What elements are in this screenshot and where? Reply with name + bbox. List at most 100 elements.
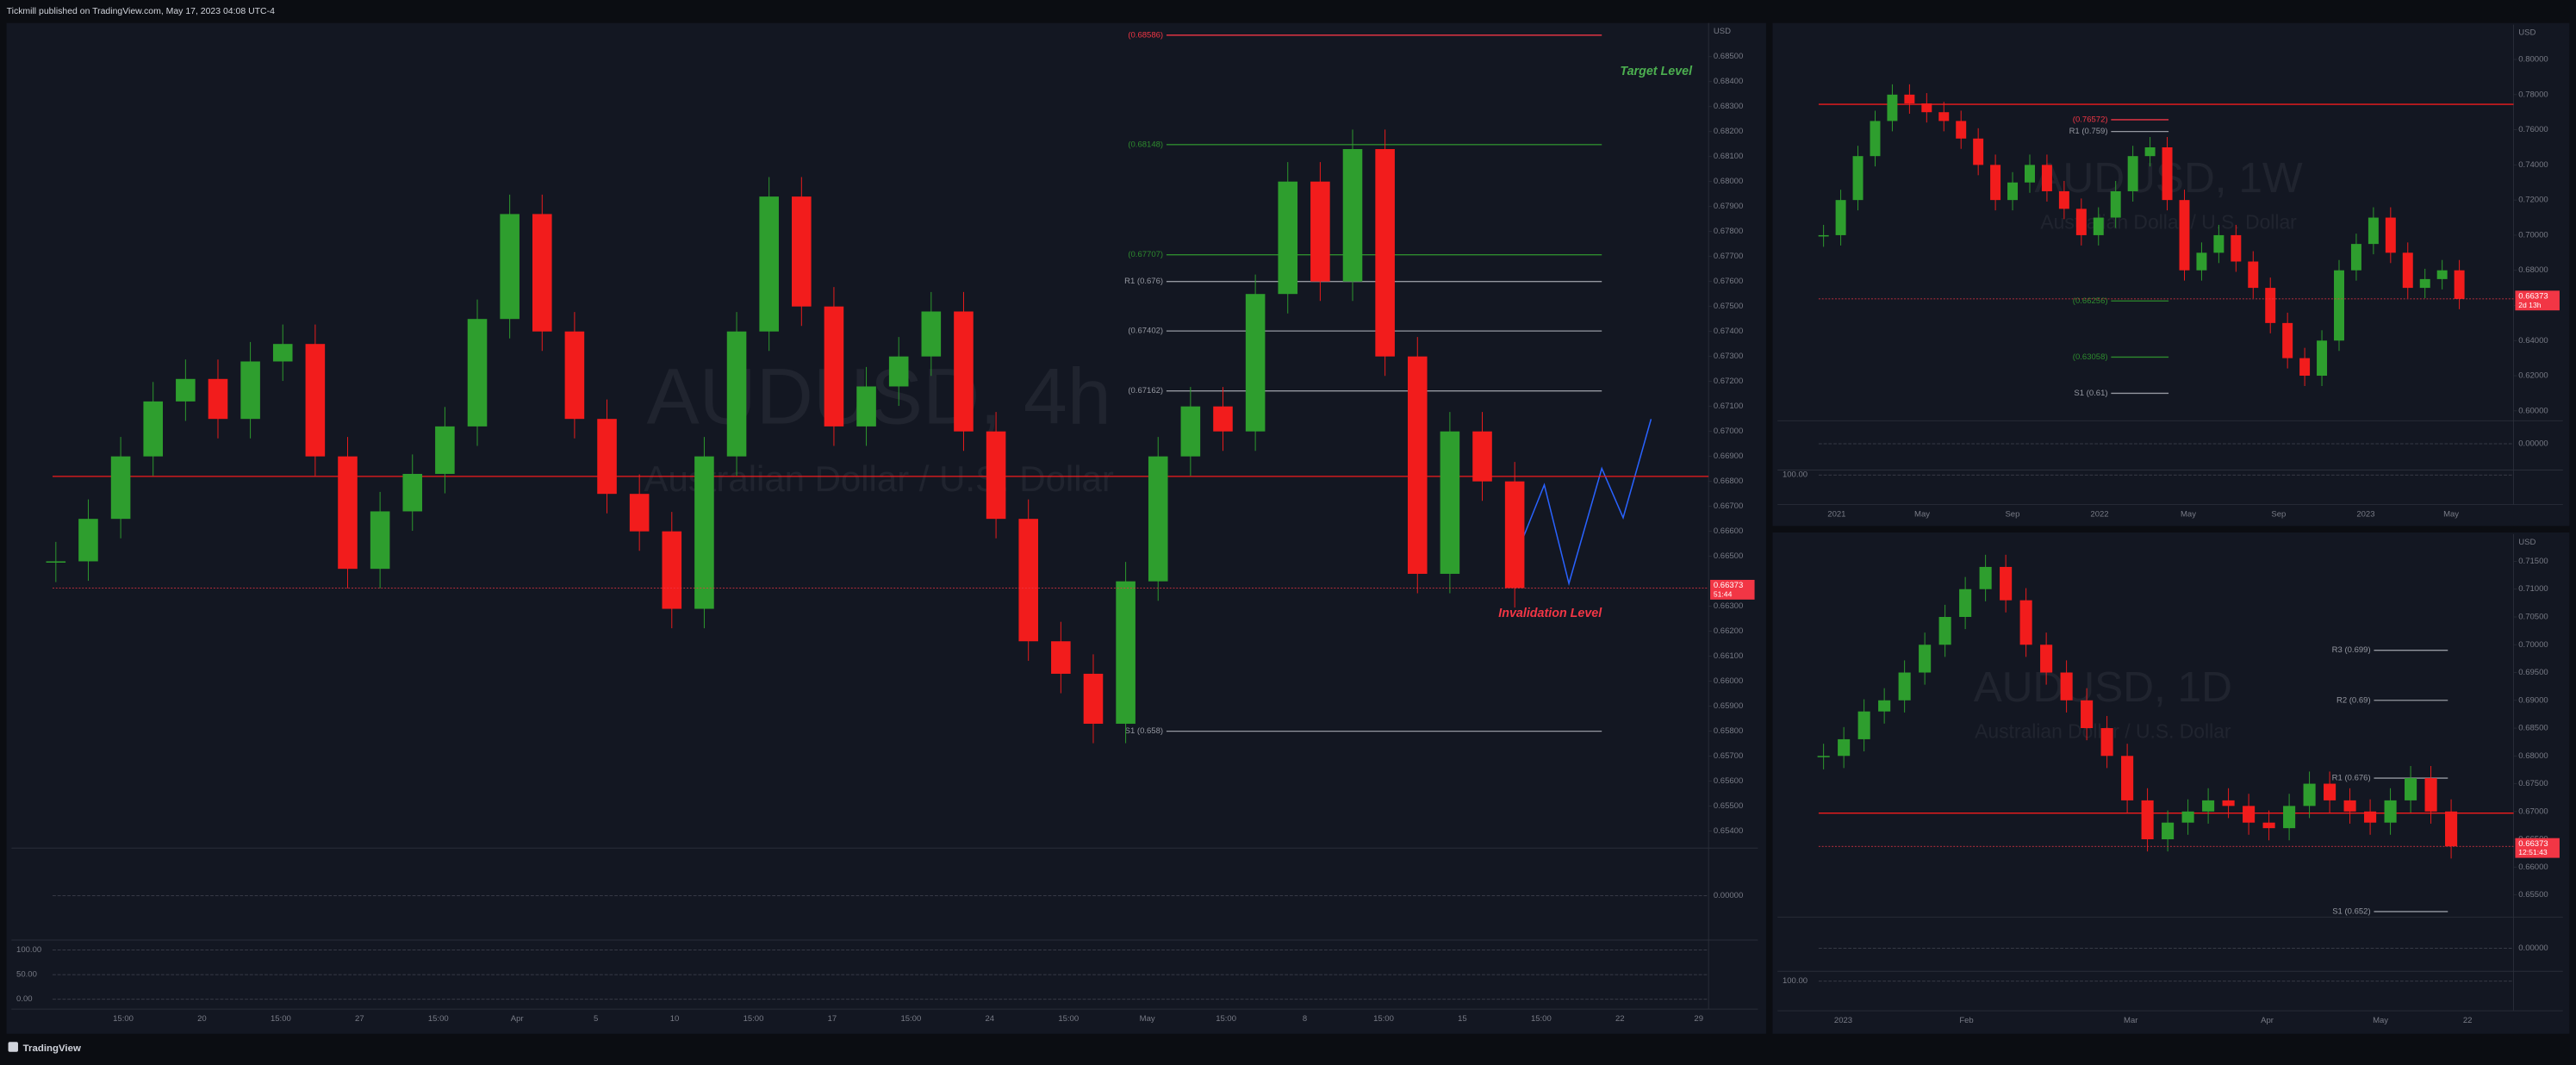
candle (2093, 217, 2104, 235)
candle (1857, 711, 1870, 739)
level-label: (0.68586) (1128, 30, 1163, 40)
candle (1973, 138, 1984, 165)
y-tick-label: 0.68200 (1714, 127, 1743, 136)
x-tick-label: 15:00 (744, 1014, 764, 1024)
candle (2141, 800, 2154, 840)
candle (435, 426, 455, 474)
candle (1817, 756, 1830, 757)
candle (2179, 200, 2190, 271)
candle (597, 419, 617, 495)
candle (1838, 738, 1851, 757)
panel-4h (6, 22, 1766, 1034)
candle (2000, 566, 2013, 601)
candle (1959, 589, 1972, 618)
y-tick-label: 0.62000 (2518, 371, 2548, 381)
x-tick-label: 20 (197, 1014, 207, 1024)
x-tick-label: Sep (2005, 510, 2019, 520)
candle (1310, 181, 1330, 282)
y-tick-label: 0.68400 (1714, 77, 1743, 86)
level-label: R3 (0.699) (2332, 645, 2371, 655)
x-tick-label: Feb (1959, 1016, 1973, 1025)
candle (1116, 581, 1136, 724)
candle (1852, 156, 1864, 201)
x-tick-label: 2023 (1834, 1016, 1852, 1025)
header-text: Tickmill published on TradingView.com, M… (7, 7, 275, 16)
candle (2040, 645, 2053, 673)
panel-1w (1772, 22, 2570, 526)
y-tick-label: 0.60000 (2518, 406, 2548, 415)
y-tick-label: 0.65600 (1714, 776, 1743, 786)
x-tick-label: 15:00 (1058, 1014, 1079, 1024)
candle (2343, 800, 2356, 812)
candle (2324, 783, 2336, 800)
watermark-title: AUDUSD, 4h (647, 352, 1111, 440)
candle (1148, 456, 1168, 582)
y-tick-label: 0.68500 (2518, 724, 2548, 733)
candle (1904, 94, 1915, 104)
candle (1938, 112, 1950, 121)
candle (2121, 756, 2134, 800)
last-price: 0.66373 (2518, 292, 2548, 302)
candle (1440, 431, 1460, 574)
x-tick-label: 17 (828, 1014, 837, 1024)
candle (1213, 406, 1233, 432)
osc-label: 50.00 (16, 970, 37, 980)
x-tick-label: 15:00 (271, 1014, 291, 1024)
osc-label: 100.00 (1783, 976, 1808, 986)
candle (2196, 252, 2207, 271)
candle (2110, 190, 2121, 218)
last-price-badge (2515, 838, 2560, 858)
y-tick-label: 0.78000 (2518, 90, 2548, 99)
footer-brand: TradingView (23, 1043, 81, 1054)
candle (2019, 600, 2032, 645)
candle (2405, 778, 2417, 800)
y-tick-label: 0.68300 (1714, 102, 1743, 111)
y-tick-label: 0.70000 (2518, 640, 2548, 650)
last-price-timer: 51:44 (1714, 589, 1733, 598)
annotation: Target Level (1620, 65, 1693, 78)
candle (78, 519, 98, 562)
y-tick-label: 0.70500 (2518, 613, 2548, 622)
y-tick-label: 0.67000 (1714, 427, 1743, 436)
x-tick-label: 15:00 (1216, 1014, 1236, 1024)
candle (2181, 811, 2194, 823)
y-tick-label: 0.72000 (2518, 196, 2548, 205)
y-tick-label: 0.65500 (1714, 801, 1743, 811)
candle (1919, 645, 1932, 673)
candle (370, 511, 390, 570)
candle (1375, 149, 1395, 357)
candle (2350, 244, 2361, 271)
x-tick-label: May (1914, 510, 1930, 520)
y-tick-label: 0.65400 (1714, 826, 1743, 836)
y-tick-label: 0.67700 (1714, 252, 1743, 261)
level-label: (0.67402) (1128, 327, 1163, 336)
candle (2100, 728, 2113, 757)
osc-label: 0.00 (16, 994, 33, 1004)
candle (500, 214, 520, 320)
y-tick-label: 0.68000 (2518, 265, 2548, 275)
candle (2385, 217, 2396, 253)
candle (986, 431, 1006, 520)
candle (792, 196, 812, 307)
y-tick-label: 0.67400 (1714, 327, 1743, 336)
candle (1018, 519, 1039, 642)
candle (726, 331, 747, 457)
y-tick-label: 0.80000 (2518, 55, 2548, 65)
y-tick-label: 0.65500 (2518, 890, 2548, 900)
axis-currency: USD (1714, 27, 1731, 36)
candle (2317, 340, 2328, 377)
logo (8, 1042, 18, 1052)
candle (824, 306, 844, 427)
x-tick-label: 15:00 (1373, 1014, 1394, 1024)
candle (1083, 673, 1104, 724)
candle (1342, 149, 1363, 282)
watermark-title: AUDUSD, 1D (1974, 663, 2232, 711)
y-tick-label: 0.66200 (1714, 626, 1743, 636)
last-price-timer: 12:51:43 (2518, 848, 2548, 856)
x-tick-label: 15:00 (113, 1014, 134, 1024)
x-tick-label: May (2373, 1016, 2388, 1025)
y-tick-label: 0.66500 (1714, 551, 1743, 561)
level-label: R1 (0.759) (2069, 127, 2108, 136)
level-label: (0.67162) (1128, 386, 1163, 395)
candle (2436, 270, 2448, 279)
